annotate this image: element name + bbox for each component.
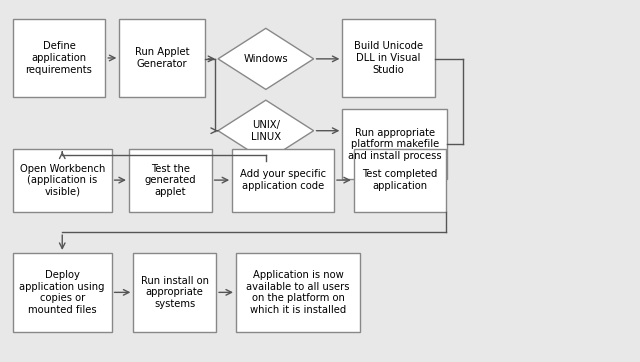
FancyBboxPatch shape (342, 109, 447, 179)
Text: Application is now
available to all users
on the platform on
which it is install: Application is now available to all user… (246, 270, 350, 315)
Text: Windows: Windows (244, 54, 288, 64)
FancyBboxPatch shape (129, 149, 212, 211)
Text: Deploy
application using
copies or
mounted files: Deploy application using copies or mount… (19, 270, 105, 315)
FancyBboxPatch shape (232, 149, 334, 211)
Text: Open Workbench
(application is
visible): Open Workbench (application is visible) (20, 164, 105, 197)
FancyBboxPatch shape (354, 149, 446, 211)
Text: Define
application
requirements: Define application requirements (26, 41, 93, 75)
Text: Run install on
appropriate
systems: Run install on appropriate systems (141, 276, 209, 309)
Polygon shape (218, 28, 314, 89)
FancyBboxPatch shape (13, 19, 105, 97)
FancyBboxPatch shape (13, 149, 111, 211)
Text: Test the
generated
applet: Test the generated applet (145, 164, 196, 197)
FancyBboxPatch shape (13, 253, 111, 332)
Text: Run appropriate
platform makefile
and install process: Run appropriate platform makefile and in… (348, 127, 442, 161)
FancyBboxPatch shape (133, 253, 216, 332)
FancyBboxPatch shape (342, 19, 435, 97)
Text: UNIX/
LINUX: UNIX/ LINUX (251, 120, 281, 142)
FancyBboxPatch shape (236, 253, 360, 332)
Text: Build Unicode
DLL in Visual
Studio: Build Unicode DLL in Visual Studio (354, 41, 423, 75)
FancyBboxPatch shape (119, 19, 205, 97)
Text: Run Applet
Generator: Run Applet Generator (135, 47, 189, 69)
Text: Test completed
application: Test completed application (362, 169, 438, 191)
Polygon shape (218, 100, 314, 161)
Text: Add your specific
application code: Add your specific application code (240, 169, 326, 191)
